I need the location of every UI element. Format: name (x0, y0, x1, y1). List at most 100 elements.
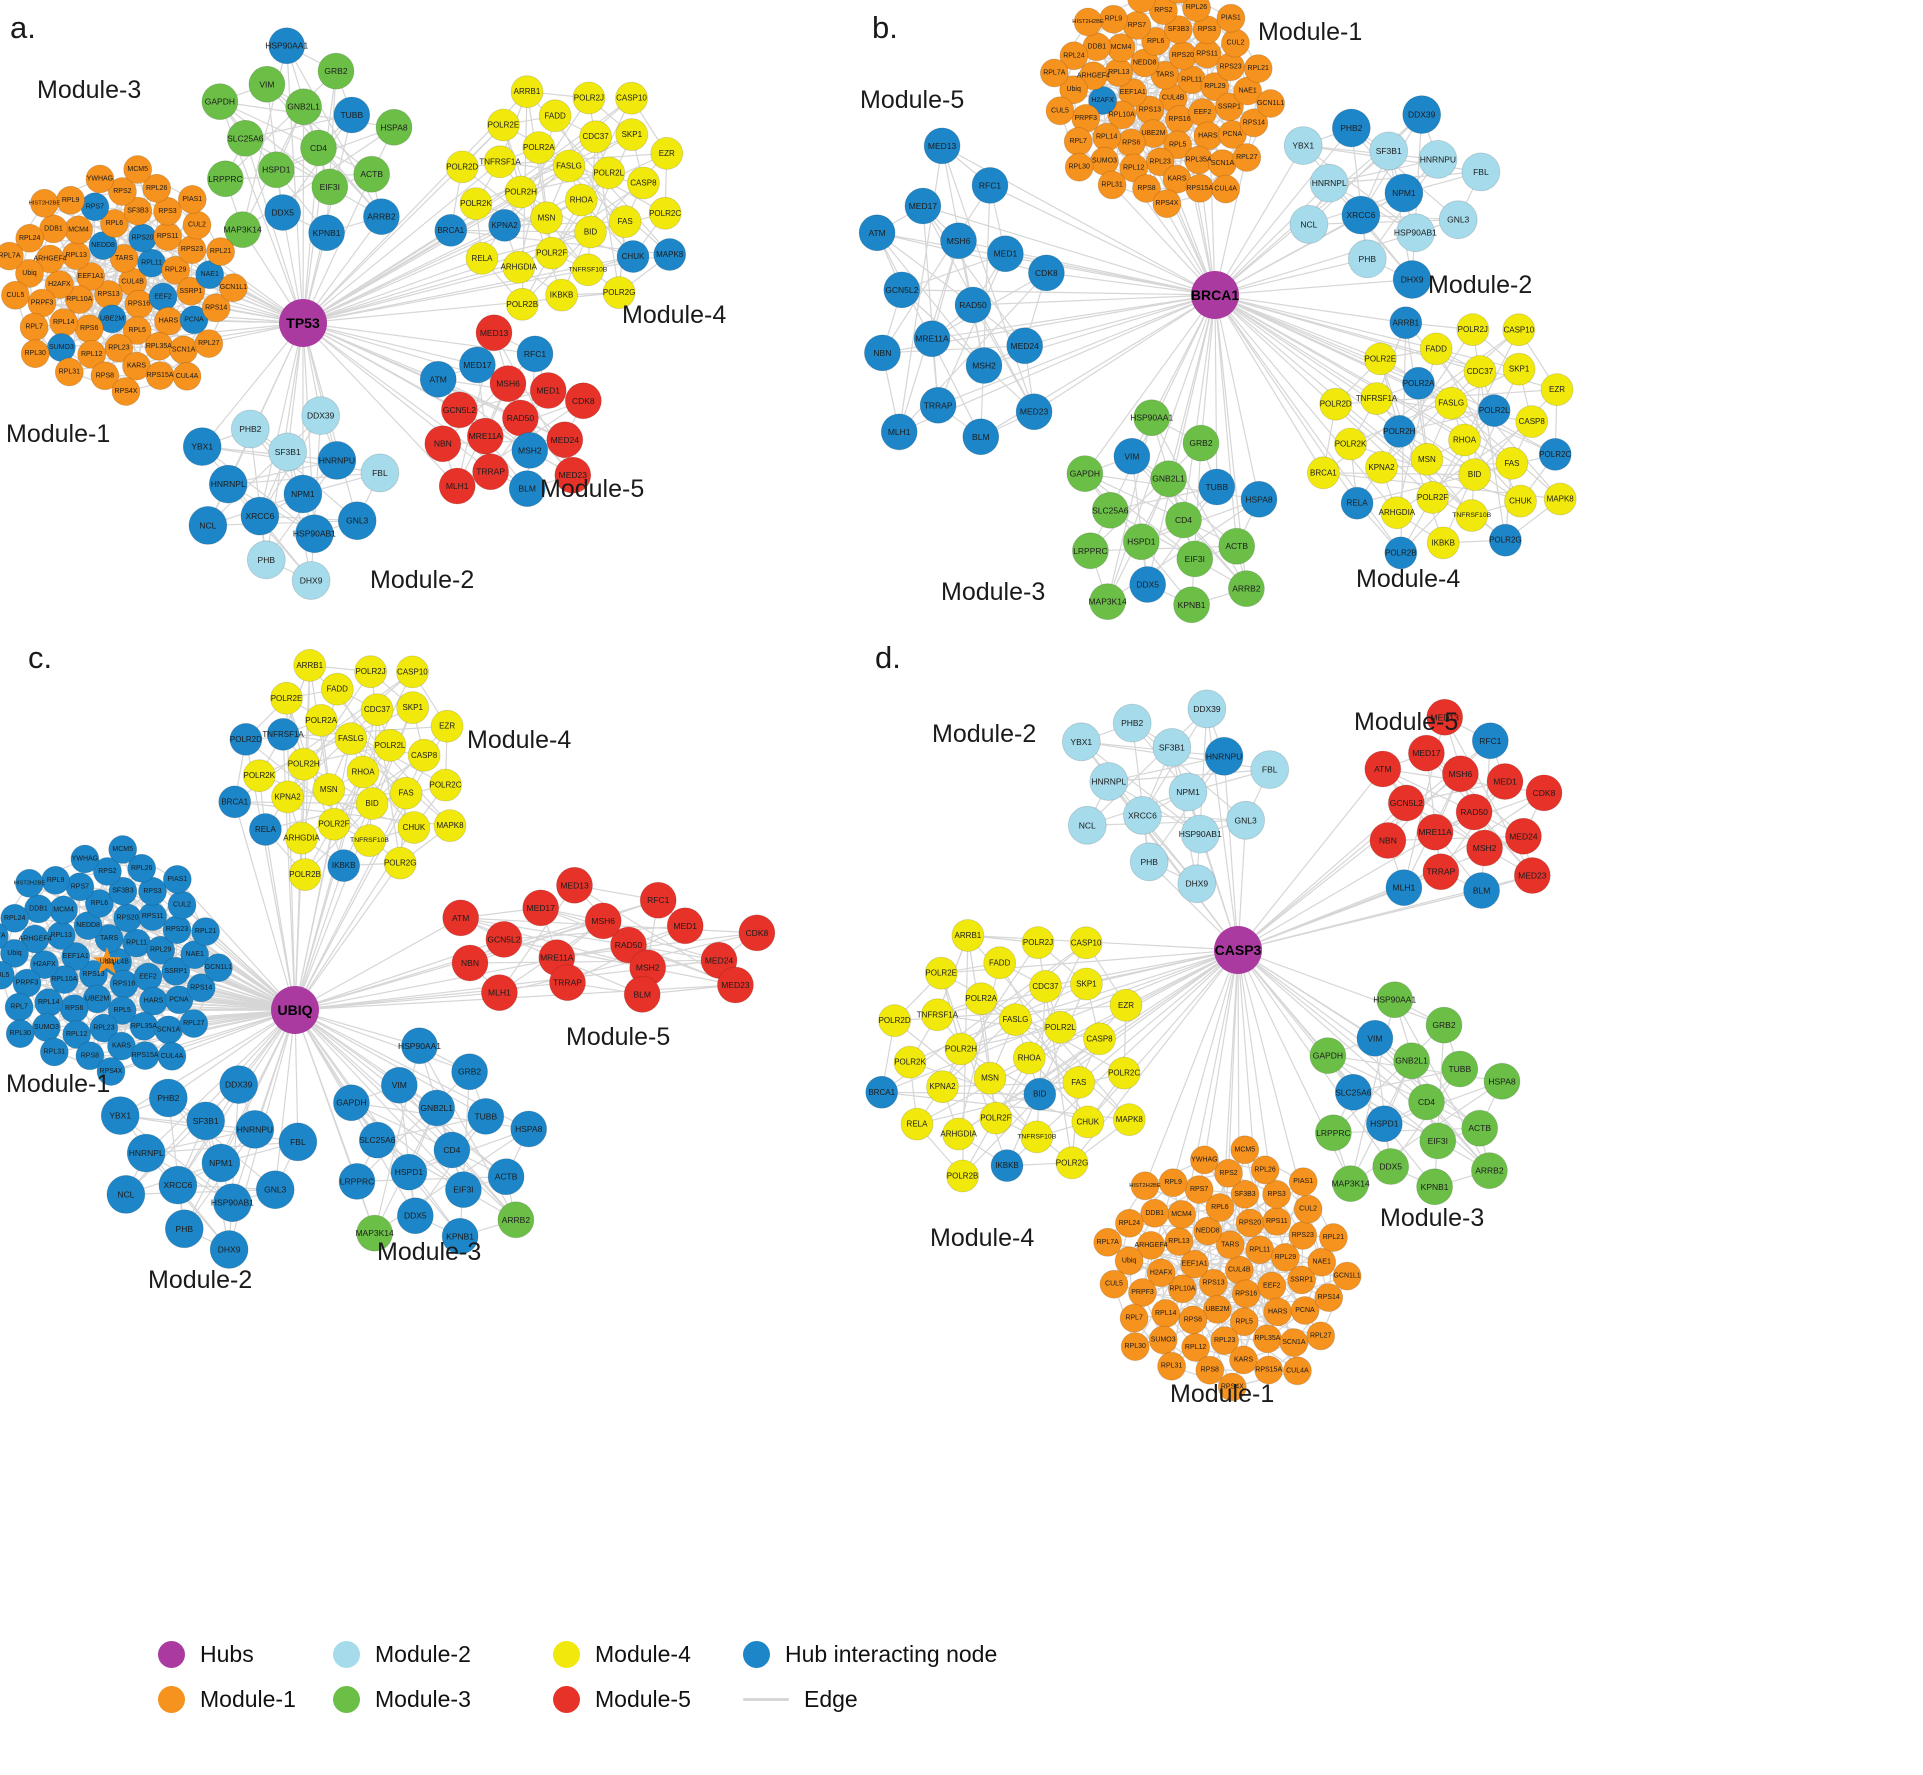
node-DHX9[interactable] (1392, 260, 1432, 299)
node-HNRNPL[interactable] (1089, 762, 1129, 801)
node-CD4[interactable] (433, 1131, 471, 1169)
node-TNFRSF10B[interactable] (1455, 499, 1489, 532)
node-MED17[interactable] (458, 346, 496, 384)
node-ATM[interactable] (858, 214, 896, 252)
node-RFC1[interactable] (1471, 722, 1509, 760)
node-DHX9[interactable] (209, 1230, 249, 1269)
node-RPS23[interactable] (1216, 52, 1245, 82)
node-RPS14[interactable] (1239, 108, 1269, 138)
node-HIST2H2BE[interactable] (14, 868, 44, 898)
node-CASP8[interactable] (407, 738, 441, 772)
node-BRCA1[interactable] (1307, 456, 1340, 490)
node-EEF1A1[interactable] (61, 942, 91, 971)
node-TARS[interactable] (94, 924, 124, 953)
node-EIF3I[interactable] (444, 1171, 482, 1208)
node-LRPPRC[interactable] (206, 160, 244, 198)
node-RPS3[interactable] (1262, 1180, 1291, 1209)
node-ACTB[interactable] (1218, 527, 1256, 565)
node-HARS[interactable] (154, 306, 183, 336)
node-RPS15A[interactable] (145, 361, 175, 391)
node-TUBB[interactable] (1198, 468, 1236, 506)
node-TNFRSF1A[interactable] (483, 145, 517, 179)
node-POLR2A[interactable] (522, 131, 556, 165)
node-DDX5[interactable] (264, 194, 302, 231)
node-RPL30[interactable] (1120, 1332, 1150, 1361)
node-RPL5[interactable] (1229, 1307, 1259, 1337)
node-RPS2[interactable] (108, 177, 137, 206)
node-EEF1A1[interactable] (76, 262, 106, 291)
node-EIF3I[interactable] (311, 168, 349, 206)
node-EIF3I[interactable] (1419, 1122, 1457, 1160)
node-RPL27[interactable] (1232, 143, 1262, 172)
node-TNFRSF10B[interactable] (1020, 1120, 1054, 1154)
node-YBX1[interactable] (100, 1096, 140, 1135)
node-H2AFX[interactable] (1088, 86, 1117, 115)
node-Ubiq[interactable] (1114, 1246, 1144, 1276)
node-RPS7[interactable] (80, 192, 110, 222)
node-RPL12[interactable] (77, 339, 107, 369)
node-RPL31[interactable] (54, 357, 84, 387)
node-EZR[interactable] (650, 136, 684, 170)
node-NPM1[interactable] (201, 1143, 241, 1183)
node-FAS[interactable] (608, 205, 642, 239)
node-POLR2L[interactable] (592, 156, 626, 190)
node-RPL31[interactable] (1097, 170, 1127, 200)
node-RPL23[interactable] (104, 333, 134, 363)
node-CDK8[interactable] (738, 914, 776, 952)
node-CUL2[interactable] (1293, 1194, 1323, 1224)
node-RPL27[interactable] (194, 329, 224, 359)
node-CUL5[interactable] (1045, 96, 1075, 126)
node-RPL21[interactable] (1243, 54, 1273, 83)
node-RPS6[interactable] (1116, 128, 1146, 158)
hub-BRCA1[interactable] (1191, 271, 1239, 319)
node-HSPA8[interactable] (1483, 1062, 1521, 1100)
node-HSPA8[interactable] (1240, 480, 1278, 518)
node-FBL[interactable] (1250, 750, 1290, 789)
node-RPS2[interactable] (93, 857, 122, 886)
node-YWHAG[interactable] (1190, 1145, 1219, 1175)
node-RELA[interactable] (900, 1107, 934, 1141)
node-CASP10[interactable] (615, 81, 648, 115)
node-KPNB1[interactable] (1173, 586, 1210, 624)
node-TNFRSF1A[interactable] (1360, 382, 1393, 416)
node-RELA[interactable] (465, 241, 499, 275)
node-HSPD1[interactable] (257, 151, 295, 189)
node-SUMO3[interactable] (32, 1013, 61, 1042)
node-RPL35A[interactable] (1253, 1324, 1282, 1354)
node-POLR2K[interactable] (1334, 427, 1367, 461)
node-RPL12[interactable] (1181, 1333, 1210, 1362)
node-RPL13[interactable] (46, 921, 76, 950)
node-MSH6[interactable] (489, 365, 527, 403)
node-GRB2[interactable] (1425, 1006, 1463, 1044)
node-GNL3[interactable] (255, 1170, 295, 1210)
node-MSN[interactable] (1410, 442, 1444, 476)
node-RPL10A[interactable] (64, 285, 94, 315)
node-SUMO3[interactable] (47, 333, 76, 362)
node-NBN[interactable] (1369, 822, 1407, 859)
node-LRPPRC[interactable] (1315, 1114, 1352, 1152)
node-RPS14[interactable] (186, 973, 216, 1003)
node-BID[interactable] (355, 787, 389, 820)
node-PIAS1[interactable] (1288, 1167, 1318, 1197)
node-BID[interactable] (1458, 458, 1491, 492)
node-YWHAG[interactable] (70, 844, 100, 874)
node-HARS[interactable] (1193, 121, 1223, 151)
node-DDX39[interactable] (1402, 95, 1442, 134)
node-MAPK8[interactable] (433, 809, 467, 842)
node-DDX5[interactable] (1129, 566, 1167, 603)
node-GCN1L1[interactable] (1256, 89, 1285, 118)
node-KPNA2[interactable] (271, 780, 305, 814)
node-PIAS1[interactable] (162, 865, 192, 894)
node-IKBKB[interactable] (1426, 526, 1460, 560)
node-RPL7[interactable] (1063, 127, 1093, 156)
node-GAPDH[interactable] (1066, 455, 1104, 493)
node-MED1[interactable] (666, 907, 704, 945)
node-CUL4A[interactable] (1211, 174, 1241, 204)
node-RPL7A[interactable] (1093, 1227, 1123, 1257)
node-SF3B3[interactable] (123, 196, 153, 226)
node-RPL12[interactable] (62, 1020, 92, 1049)
node-POLR2E[interactable] (1363, 342, 1397, 376)
node-KPNB1[interactable] (308, 214, 346, 252)
node-POLR2B[interactable] (1384, 536, 1418, 570)
node-NPM1[interactable] (1168, 772, 1208, 812)
